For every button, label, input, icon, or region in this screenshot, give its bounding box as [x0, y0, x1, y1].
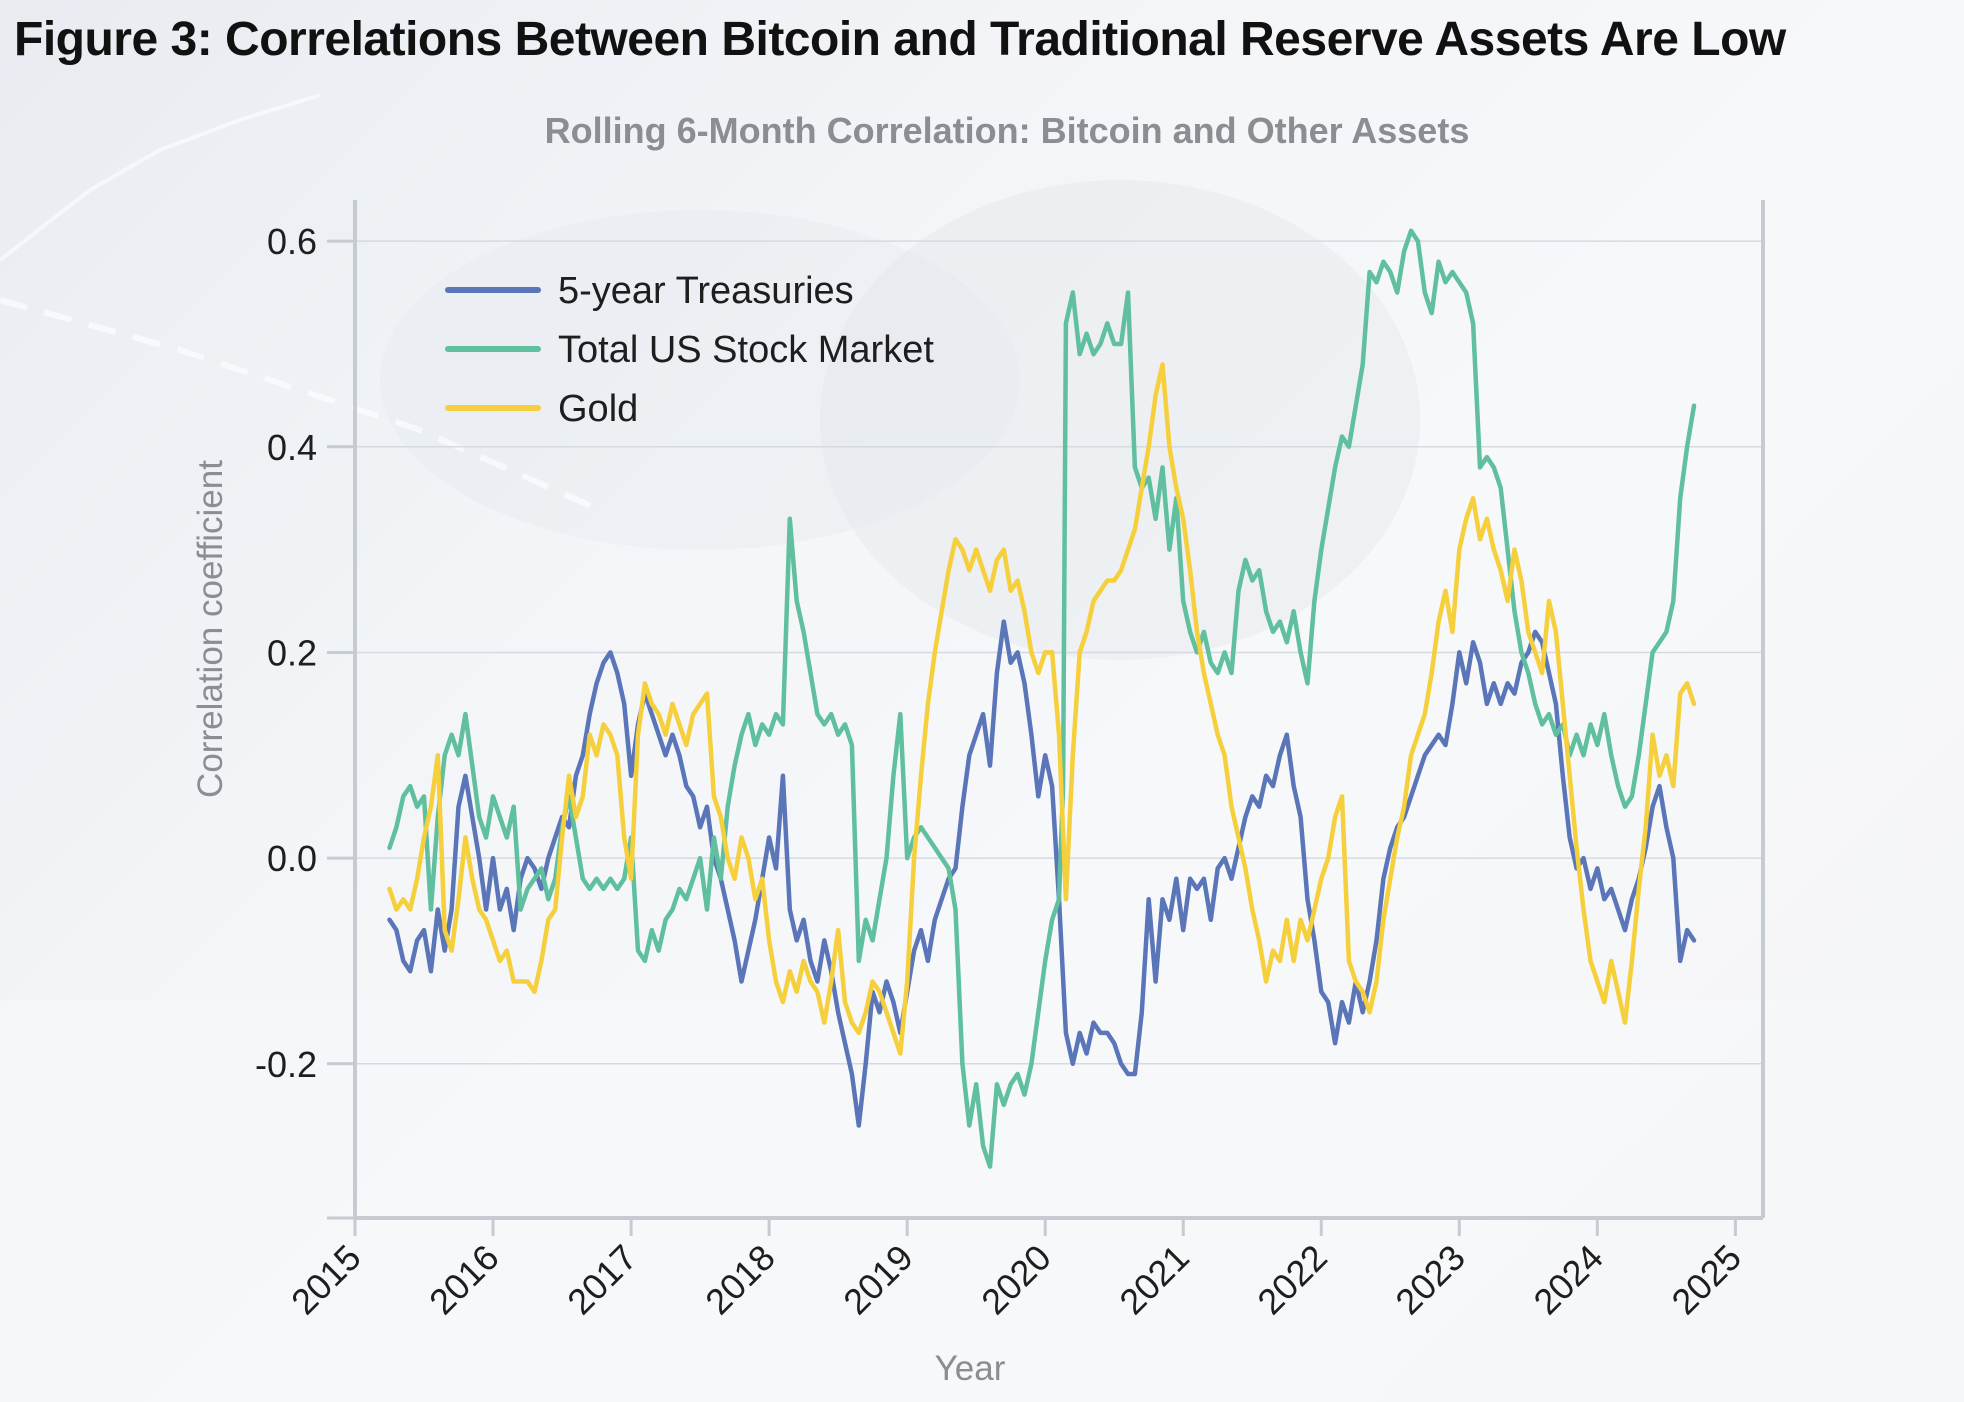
x-tick-label: 2021 — [1111, 1237, 1197, 1323]
y-axis-label: Correlation coefficient — [191, 460, 230, 798]
y-tick-label: 0.0 — [267, 838, 317, 879]
x-tick-label: 2022 — [1249, 1237, 1335, 1323]
y-tick-label: 0.2 — [267, 632, 317, 673]
x-tick-label: 2019 — [835, 1237, 921, 1323]
y-tick-label: 0.6 — [267, 221, 317, 262]
series-line-gold — [387, 362, 1697, 1056]
x-tick-label: 2018 — [697, 1237, 783, 1323]
series-line-5-year-treasuries — [387, 619, 1697, 1128]
y-tick-label: 0.4 — [267, 427, 317, 468]
x-tick-label: 2017 — [559, 1237, 645, 1323]
legend-entry-label: Total US Stock Market — [558, 329, 934, 371]
x-tick-label: 2015 — [283, 1237, 369, 1323]
y-tick-label: -0.2 — [255, 1044, 317, 1085]
x-tick-label: 2025 — [1663, 1237, 1749, 1323]
x-tick-label: 2016 — [421, 1237, 507, 1323]
x-tick-label: 2020 — [973, 1237, 1059, 1323]
legend-entry-label: Gold — [558, 388, 638, 430]
figure-title: Figure 3: Correlations Between Bitcoin a… — [14, 13, 1786, 66]
x-tick-label: 2023 — [1387, 1237, 1473, 1323]
axis-layer: -0.2 0.0 0.2 0.4 0.6 2015 2016 2017 2018 2019 2020… — [255, 200, 1765, 1323]
x-axis-label: Year — [935, 1349, 1006, 1388]
x-tick-label: 2024 — [1525, 1237, 1611, 1323]
series-layer — [387, 228, 1697, 1169]
chart-title: Rolling 6-Month Correlation: Bitcoin and… — [545, 110, 1470, 151]
legend-entry-label: 5-year Treasuries — [558, 270, 854, 312]
legend: 5-year Treasuries Total US Stock Market Go… — [445, 270, 934, 430]
series-line-total-us-stock-market — [387, 228, 1697, 1169]
